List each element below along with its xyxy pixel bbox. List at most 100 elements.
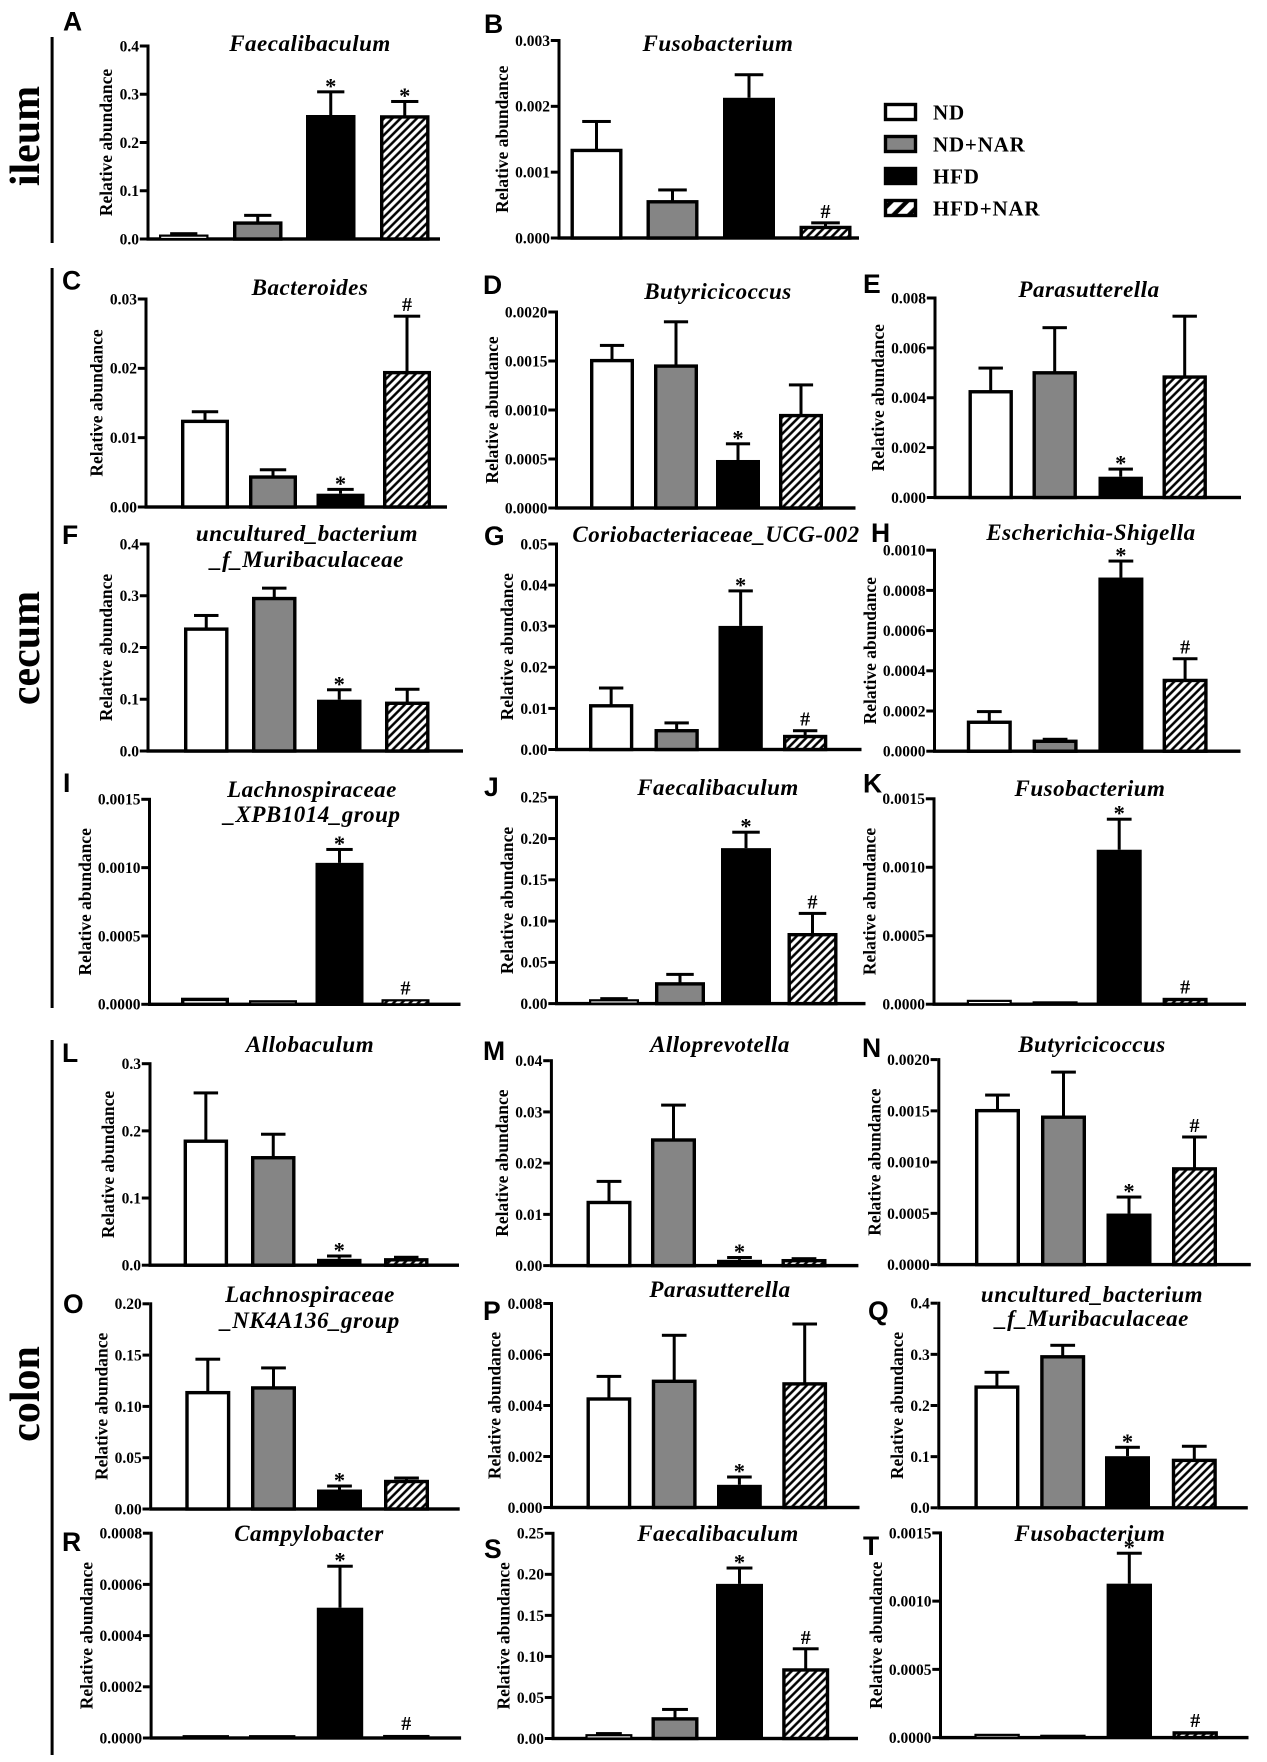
svg-text:#: # [401,977,411,999]
svg-text:T: T [863,1531,879,1561]
svg-text:J: J [484,772,499,802]
svg-text:Relative abundance: Relative abundance [868,324,888,472]
svg-text:Faecalibaculum: Faecalibaculum [636,775,799,800]
svg-text:*: * [1114,801,1125,826]
svg-text:0.008: 0.008 [891,290,926,307]
svg-text:#: # [808,891,818,913]
svg-text:N: N [862,1033,881,1063]
svg-text:0.0002: 0.0002 [99,1679,142,1696]
svg-text:0.000: 0.000 [515,230,550,247]
svg-text:*: * [335,471,346,496]
svg-text:Relative abundance: Relative abundance [864,1088,884,1236]
svg-text:Parasutterella: Parasutterella [648,1277,790,1302]
svg-text:0.0000: 0.0000 [99,1730,142,1747]
svg-text:0.05: 0.05 [520,536,547,553]
svg-text:Relative abundance: Relative abundance [87,329,107,477]
svg-text:0.00: 0.00 [520,742,547,759]
svg-text:0.0005: 0.0005 [98,928,141,945]
svg-text:0.0004: 0.0004 [883,663,926,680]
svg-text:0.0015: 0.0015 [887,1103,930,1120]
svg-text:Coriobacteriaceae_UCG-002: Coriobacteriaceae_UCG-002 [572,522,859,547]
svg-text:Lachnospiraceae: Lachnospiraceae [224,1282,395,1307]
svg-text:0.03: 0.03 [515,1104,542,1121]
svg-text:0.05: 0.05 [115,1450,142,1467]
svg-text:0.0000: 0.0000 [882,997,925,1014]
svg-text:0.15: 0.15 [520,872,547,889]
svg-text:0.0008: 0.0008 [883,583,926,600]
svg-text:*: * [734,1550,745,1575]
svg-text:ND+NAR: ND+NAR [933,133,1026,157]
svg-text:0.0010: 0.0010 [887,1155,930,1172]
svg-text:*: * [1122,1429,1133,1454]
svg-text:0.006: 0.006 [891,340,926,357]
svg-text:_f_Muribaculaceae: _f_Muribaculaceae [208,547,404,572]
svg-text:0.02: 0.02 [515,1156,542,1173]
svg-text:0.002: 0.002 [891,440,926,457]
svg-text:0.0010: 0.0010 [505,402,548,419]
svg-text:0.15: 0.15 [115,1348,142,1365]
svg-text:_f_Muribaculaceae: _f_Muribaculaceae [993,1306,1189,1331]
svg-text:Relative abundance: Relative abundance [860,828,880,976]
svg-text:0.0004: 0.0004 [99,1628,142,1645]
svg-text:Relative abundance: Relative abundance [887,1332,907,1480]
svg-text:*: * [334,1548,345,1573]
svg-text:Relative abundance: Relative abundance [492,65,512,213]
svg-text:0.00: 0.00 [115,1501,142,1518]
svg-text:0.03: 0.03 [520,619,547,636]
svg-text:*: * [1115,543,1126,568]
svg-text:0.003: 0.003 [515,33,550,50]
svg-text:0.03: 0.03 [110,291,137,308]
svg-text:Alloprevotella: Alloprevotella [648,1032,790,1057]
svg-text:cecum: cecum [3,591,49,705]
svg-text:Relative abundance: Relative abundance [866,1561,886,1709]
svg-text:Relative abundance: Relative abundance [494,1562,514,1710]
svg-text:S: S [484,1534,502,1564]
svg-text:0.004: 0.004 [891,390,926,407]
svg-text:0.10: 0.10 [115,1399,142,1416]
svg-text:*: * [734,1459,745,1484]
svg-text:0.01: 0.01 [110,430,137,447]
svg-text:M: M [483,1036,505,1066]
svg-text:Fusobacterium: Fusobacterium [1014,776,1166,801]
svg-text:K: K [863,769,882,799]
svg-text:Relative abundance: Relative abundance [96,574,116,722]
svg-text:*: * [1115,451,1126,476]
svg-text:0.1: 0.1 [910,1449,929,1466]
svg-text:uncultured_bacterium: uncultured_bacterium [196,521,418,546]
svg-text:0.0005: 0.0005 [505,451,548,468]
svg-text:0.008: 0.008 [508,1296,543,1313]
svg-text:0.0010: 0.0010 [882,860,925,877]
svg-text:0.20: 0.20 [517,1567,544,1584]
svg-text:0.1: 0.1 [122,1190,141,1207]
svg-text:0.0006: 0.0006 [99,1577,142,1594]
svg-text:Allobaculum: Allobaculum [244,1032,374,1057]
svg-text:0.04: 0.04 [520,578,547,595]
svg-text:ND: ND [933,101,965,125]
svg-text:Bacteroides: Bacteroides [251,275,369,300]
svg-text:*: * [1124,1535,1135,1560]
svg-text:#: # [801,1627,811,1649]
svg-text:#: # [402,294,412,316]
svg-text:0.10: 0.10 [517,1649,544,1666]
svg-text:*: * [734,1239,745,1264]
svg-text:_NK4A136_group: _NK4A136_group [218,1308,400,1333]
svg-text:P: P [483,1296,501,1326]
svg-text:0.2: 0.2 [120,640,140,657]
svg-text:0.2: 0.2 [120,135,140,152]
svg-text:0.3: 0.3 [910,1347,930,1364]
svg-text:ileum: ileum [3,86,49,186]
svg-text:0.1: 0.1 [120,183,139,200]
svg-text:HFD+NAR: HFD+NAR [933,197,1040,221]
svg-text:0.00: 0.00 [517,1731,544,1748]
svg-text:#: # [1180,637,1190,659]
svg-text:0.0006: 0.0006 [883,623,926,640]
svg-text:Faecalibaculum: Faecalibaculum [228,31,391,56]
svg-text:0.001: 0.001 [515,165,550,182]
svg-text:F: F [62,520,78,550]
svg-text:0.00: 0.00 [520,996,547,1013]
svg-text:#: # [1190,1710,1200,1732]
svg-text:#: # [1190,1115,1200,1137]
svg-text:G: G [484,521,505,551]
svg-text:Relative abundance: Relative abundance [497,827,517,975]
svg-text:Relative abundance: Relative abundance [860,577,880,725]
